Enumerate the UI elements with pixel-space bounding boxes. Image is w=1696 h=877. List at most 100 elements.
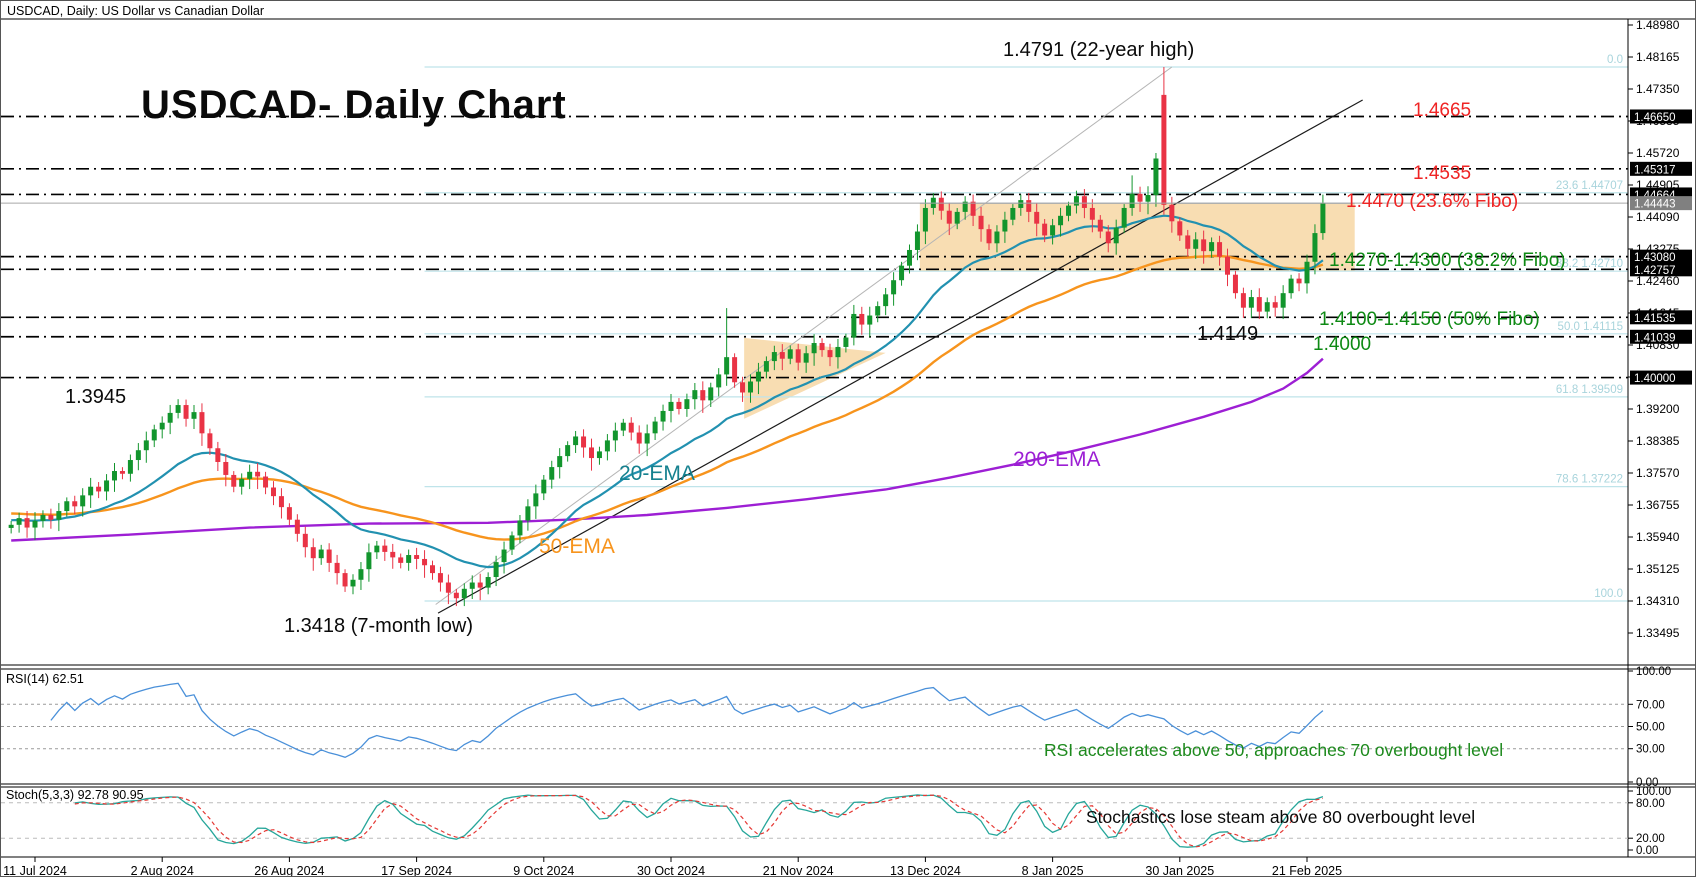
candle (652, 421, 658, 434)
candle (708, 387, 714, 401)
candle (350, 579, 356, 587)
svg-text:1.40000: 1.40000 (1634, 373, 1676, 385)
candle (1312, 233, 1318, 262)
svg-text:1.42460: 1.42460 (1636, 274, 1680, 288)
candle (159, 422, 165, 430)
candle (922, 207, 928, 232)
candle (469, 582, 475, 589)
candle (660, 410, 666, 422)
candle (1185, 235, 1191, 249)
price-tag (1630, 310, 1692, 325)
svg-text:80.00: 80.00 (1636, 798, 1665, 810)
svg-text:100.0: 100.0 (1594, 588, 1623, 600)
candle (191, 412, 197, 419)
candle (231, 474, 237, 487)
candle (437, 573, 443, 583)
fibonacci-lines: 0.0 23.6 1.44707 38.2 1.42710 50.0 1.41115 6… (424, 54, 1628, 602)
candle (16, 518, 22, 525)
candle (40, 514, 46, 521)
candle (1153, 158, 1159, 196)
candle (1066, 205, 1071, 216)
candle (859, 313, 865, 325)
candle (374, 545, 380, 553)
candle (692, 390, 698, 400)
candle (1296, 278, 1302, 284)
ema200-line (11, 357, 1324, 542)
candle (1161, 94, 1167, 205)
candle (867, 315, 873, 325)
candle (1050, 225, 1056, 236)
candle (390, 551, 396, 558)
stoch-k-line (74, 794, 1324, 848)
candle (676, 401, 682, 409)
candle (104, 480, 110, 492)
ema20-line (11, 214, 1324, 569)
candle (994, 231, 1000, 244)
candle (803, 353, 809, 363)
svg-text:0.00: 0.00 (1636, 845, 1658, 857)
candle (334, 562, 340, 574)
candle (899, 265, 905, 281)
candle (135, 450, 141, 461)
candle (1201, 239, 1207, 252)
candle (127, 460, 133, 474)
candle (1145, 195, 1151, 202)
candle (795, 349, 801, 363)
candle (541, 479, 547, 494)
ema50-line (11, 254, 1324, 541)
candle (779, 352, 785, 359)
candle (342, 573, 348, 587)
candle (533, 493, 539, 507)
candle (843, 337, 849, 347)
candle (612, 430, 618, 441)
candle (318, 549, 324, 559)
rsi-panel: 100.00 70.00 50.00 30.00 0.00 (1, 666, 1671, 789)
candle (970, 201, 976, 216)
candle (382, 545, 388, 552)
candle (565, 445, 571, 457)
candle (596, 451, 602, 459)
svg-text:1.41039: 1.41039 (1634, 332, 1676, 344)
svg-text:0.00: 0.00 (1636, 777, 1658, 789)
candle (1280, 293, 1286, 308)
candle (1097, 219, 1103, 232)
candle (143, 440, 149, 451)
svg-text:1.46650: 1.46650 (1634, 112, 1676, 124)
candle (72, 501, 78, 507)
candle (286, 507, 292, 520)
candle (644, 433, 650, 444)
svg-text:61.8 1.39509: 61.8 1.39509 (1556, 384, 1623, 396)
svg-text:1.43080: 1.43080 (1634, 252, 1676, 264)
candle (80, 495, 86, 507)
candle (223, 461, 229, 475)
candle (422, 558, 428, 566)
candle (1320, 203, 1326, 234)
candle (294, 519, 300, 534)
candle (557, 456, 563, 468)
trendlines (435, 66, 1363, 614)
candle (604, 440, 610, 452)
candle (56, 511, 62, 520)
candle (986, 229, 992, 244)
candle (207, 433, 213, 449)
candle (358, 569, 364, 580)
candle (684, 399, 690, 409)
candle (1232, 274, 1238, 294)
candle (64, 501, 70, 512)
svg-text:13 Dec 2024: 13 Dec 2024 (890, 864, 961, 877)
svg-text:1.36755: 1.36755 (1636, 498, 1680, 512)
price-tag (1630, 161, 1692, 176)
svg-text:1.44090: 1.44090 (1636, 210, 1680, 224)
svg-text:100.00: 100.00 (1636, 666, 1671, 678)
candle (167, 412, 173, 423)
candle (278, 496, 284, 508)
price-tags: 1.466501.453171.446641.430801.427571.415… (1630, 109, 1692, 385)
svg-text:38.2 1.42710: 38.2 1.42710 (1556, 258, 1623, 270)
candle (302, 533, 308, 548)
svg-text:1.33495: 1.33495 (1636, 626, 1680, 640)
candle (1240, 293, 1246, 308)
candle (716, 374, 722, 388)
candle (1272, 302, 1278, 308)
